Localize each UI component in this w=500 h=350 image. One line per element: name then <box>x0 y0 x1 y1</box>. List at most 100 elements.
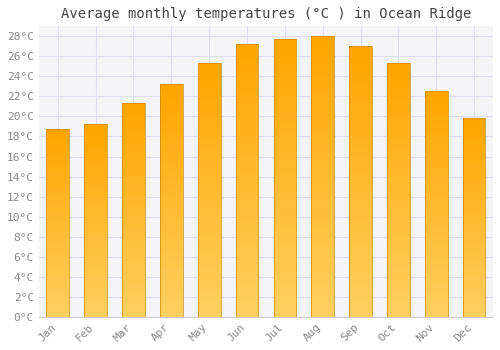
Bar <box>312 238 334 241</box>
Bar <box>236 112 258 115</box>
Bar <box>122 274 145 276</box>
Bar <box>463 182 485 184</box>
Bar <box>236 102 258 104</box>
Bar <box>198 238 220 241</box>
Bar <box>425 267 448 270</box>
Bar <box>387 155 410 157</box>
Bar <box>122 264 145 266</box>
Bar <box>274 167 296 170</box>
Bar <box>463 166 485 168</box>
Bar <box>160 210 182 212</box>
Bar <box>312 118 334 120</box>
Bar <box>236 74 258 77</box>
Bar <box>46 193 69 195</box>
Bar <box>160 182 182 184</box>
Bar <box>349 103 372 106</box>
Bar <box>84 292 107 294</box>
Bar <box>122 208 145 210</box>
Bar <box>84 178 107 180</box>
Bar <box>349 46 372 317</box>
Bar <box>387 213 410 215</box>
Bar <box>312 264 334 266</box>
Bar <box>84 142 107 144</box>
Bar <box>122 133 145 135</box>
Bar <box>312 154 334 157</box>
Bar <box>84 144 107 146</box>
Bar <box>198 63 220 317</box>
Bar <box>463 273 485 275</box>
Bar <box>463 241 485 243</box>
Bar <box>46 133 69 135</box>
Bar <box>425 279 448 281</box>
Bar <box>274 72 296 75</box>
Bar <box>425 231 448 233</box>
Bar <box>84 251 107 253</box>
Bar <box>46 141 69 142</box>
Bar <box>463 297 485 299</box>
Bar <box>84 315 107 317</box>
Bar <box>312 258 334 261</box>
Bar <box>198 302 220 304</box>
Bar <box>425 168 448 170</box>
Bar <box>274 242 296 245</box>
Bar <box>274 39 296 317</box>
Bar <box>349 84 372 87</box>
Bar <box>198 269 220 271</box>
Bar <box>425 315 448 317</box>
Bar <box>122 283 145 285</box>
Bar <box>425 245 448 247</box>
Bar <box>46 300 69 302</box>
Bar <box>160 261 182 263</box>
Bar <box>463 233 485 236</box>
Bar <box>46 253 69 255</box>
Bar <box>425 215 448 218</box>
Bar <box>349 125 372 127</box>
Bar <box>463 219 485 222</box>
Bar <box>198 112 220 114</box>
Bar <box>198 185 220 188</box>
Bar <box>349 276 372 279</box>
Bar <box>425 301 448 303</box>
Bar <box>84 132 107 134</box>
Bar <box>198 294 220 296</box>
Bar <box>274 281 296 284</box>
Bar <box>46 234 69 236</box>
Bar <box>312 244 334 247</box>
Bar <box>122 300 145 302</box>
Bar <box>312 132 334 134</box>
Bar <box>46 227 69 229</box>
Bar <box>236 298 258 300</box>
Bar <box>463 311 485 313</box>
Title: Average monthly temperatures (°C ) in Ocean Ridge: Average monthly temperatures (°C ) in Oc… <box>60 7 471 21</box>
Bar <box>236 254 258 257</box>
Bar <box>274 159 296 161</box>
Bar <box>274 184 296 187</box>
Bar <box>274 292 296 295</box>
Bar <box>387 292 410 294</box>
Bar <box>84 194 107 196</box>
Bar <box>198 281 220 284</box>
Bar <box>236 58 258 61</box>
Bar <box>387 248 410 251</box>
Bar <box>274 197 296 200</box>
Bar <box>349 301 372 303</box>
Bar <box>349 271 372 274</box>
Bar <box>122 193 145 195</box>
Bar <box>312 199 334 202</box>
Bar <box>387 215 410 218</box>
Bar <box>84 161 107 163</box>
Bar <box>312 129 334 132</box>
Bar <box>46 302 69 304</box>
Bar <box>46 146 69 148</box>
Bar <box>84 125 107 126</box>
Bar <box>84 296 107 298</box>
Bar <box>236 44 258 47</box>
Bar <box>312 306 334 308</box>
Bar <box>387 91 410 94</box>
Bar <box>312 48 334 50</box>
Bar <box>387 89 410 91</box>
Bar <box>46 264 69 266</box>
Bar <box>160 177 182 180</box>
Bar <box>387 294 410 296</box>
Bar <box>160 273 182 275</box>
